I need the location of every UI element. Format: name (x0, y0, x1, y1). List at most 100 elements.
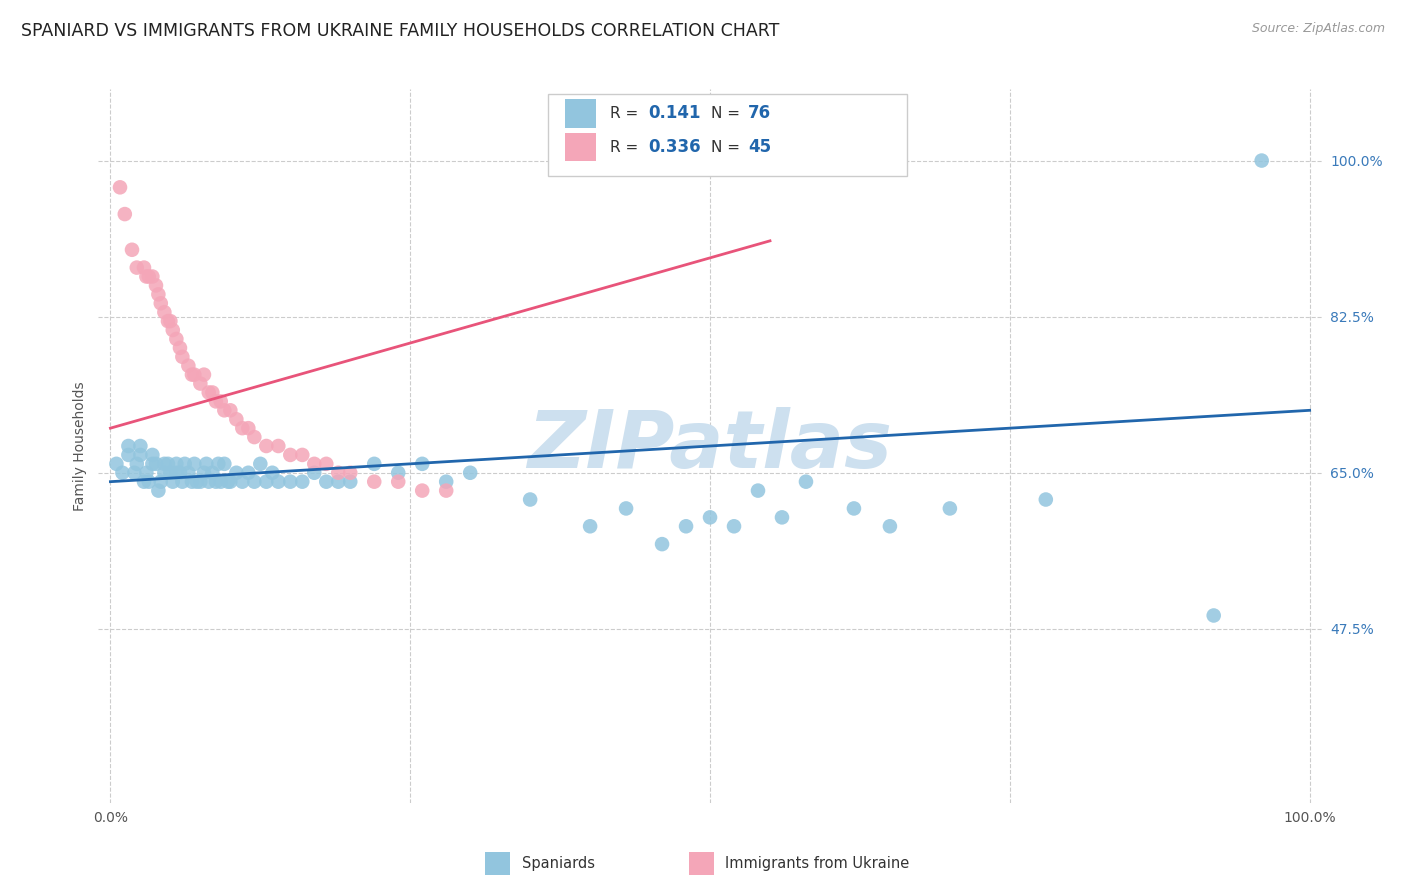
Text: Source: ZipAtlas.com: Source: ZipAtlas.com (1251, 22, 1385, 36)
Point (169, 466, 191, 480)
Point (135, 466, 157, 480)
Point (197, 475, 219, 489)
Point (141, 269, 163, 284)
Point (172, 350, 194, 364)
Point (205, 394, 228, 409)
Point (183, 368, 205, 382)
Point (387, 475, 409, 489)
Point (434, 483, 457, 498)
Text: N =: N = (711, 140, 745, 154)
Point (579, 519, 602, 533)
Point (205, 475, 228, 489)
Point (125, 260, 148, 275)
Point (747, 483, 769, 498)
Point (614, 501, 637, 516)
Point (138, 269, 160, 284)
Point (156, 314, 179, 328)
Point (172, 475, 194, 489)
Y-axis label: Family Households: Family Households (73, 381, 87, 511)
Point (1202, 608, 1225, 623)
Point (842, 501, 865, 516)
Point (162, 323, 184, 337)
Point (214, 457, 236, 471)
Point (1035, 492, 1057, 507)
Point (135, 269, 157, 284)
Point (145, 457, 167, 471)
Point (209, 475, 232, 489)
Point (132, 475, 155, 489)
Point (214, 403, 236, 417)
Point (651, 537, 673, 551)
Point (254, 475, 277, 489)
Point (675, 519, 697, 533)
Point (159, 314, 181, 328)
Point (197, 385, 219, 400)
Text: 45: 45 (748, 138, 770, 156)
Point (939, 501, 962, 516)
Point (177, 359, 200, 373)
Point (219, 403, 242, 417)
Point (217, 475, 239, 489)
Point (138, 475, 160, 489)
Point (148, 483, 170, 498)
Point (219, 475, 242, 489)
Point (193, 466, 215, 480)
Text: ZIPatlas: ZIPatlas (527, 407, 893, 485)
Point (125, 457, 148, 471)
Point (794, 475, 817, 489)
Point (114, 207, 136, 221)
Point (238, 421, 260, 435)
Point (188, 475, 211, 489)
Point (188, 376, 211, 391)
Point (363, 457, 385, 471)
Point (148, 287, 170, 301)
Point (169, 341, 191, 355)
Point (141, 457, 163, 471)
Point (339, 466, 361, 480)
Point (165, 457, 187, 471)
Point (177, 466, 200, 480)
Point (278, 475, 301, 489)
Point (111, 466, 134, 480)
Point (129, 439, 152, 453)
Point (165, 466, 187, 480)
Point (149, 296, 172, 310)
Point (141, 448, 163, 462)
Point (291, 475, 314, 489)
Point (304, 466, 326, 480)
Point (193, 368, 215, 382)
Point (153, 305, 176, 319)
Text: N =: N = (711, 106, 745, 120)
Point (207, 457, 229, 471)
Point (173, 457, 195, 471)
Point (105, 457, 128, 471)
Point (315, 457, 337, 471)
Point (278, 448, 301, 462)
Point (328, 475, 350, 489)
Point (162, 475, 184, 489)
Point (243, 430, 266, 444)
Point (387, 466, 409, 480)
Point (153, 457, 176, 471)
Point (117, 448, 139, 462)
Point (156, 457, 179, 471)
Text: Immigrants from Ukraine: Immigrants from Ukraine (725, 856, 910, 871)
Point (254, 439, 277, 453)
Point (149, 475, 172, 489)
Point (723, 519, 745, 533)
Point (231, 475, 253, 489)
Point (238, 466, 260, 480)
Point (129, 448, 152, 462)
Text: 0.336: 0.336 (648, 138, 700, 156)
Text: R =: R = (610, 106, 644, 120)
Point (124, 466, 146, 480)
Point (183, 457, 205, 471)
Point (262, 466, 284, 480)
Point (153, 466, 176, 480)
Point (132, 260, 155, 275)
Point (363, 475, 385, 489)
Point (411, 483, 433, 498)
Point (1250, 153, 1272, 168)
Point (291, 448, 314, 462)
Point (121, 243, 143, 257)
